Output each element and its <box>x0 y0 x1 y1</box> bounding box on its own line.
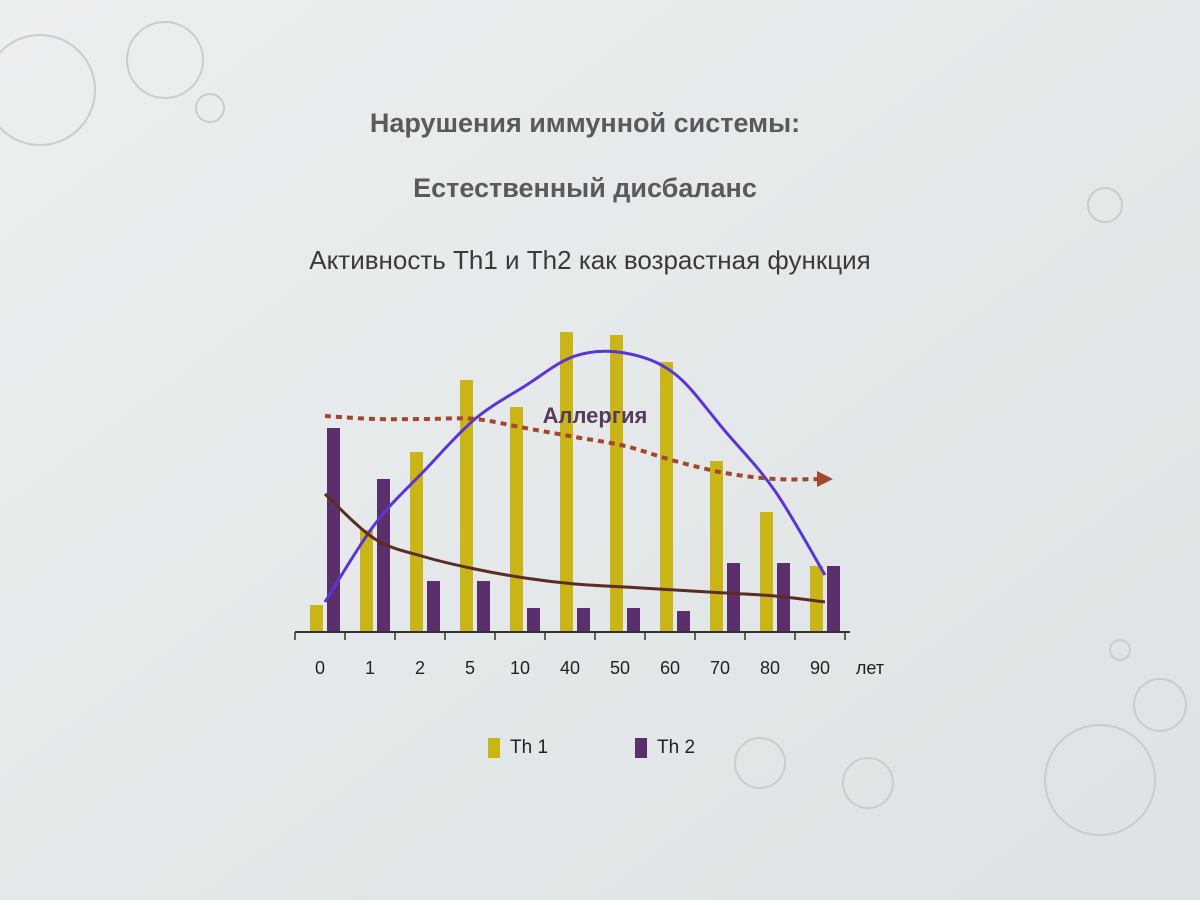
bar <box>577 608 590 632</box>
bar <box>660 362 673 632</box>
x-tick-label: 5 <box>465 658 475 678</box>
bar <box>427 581 440 632</box>
x-tick-label: 0 <box>315 658 325 678</box>
bar <box>510 407 523 632</box>
x-tick-label: 2 <box>415 658 425 678</box>
subtitle: Естественный дисбаланс <box>413 173 757 203</box>
curve <box>323 492 826 604</box>
bar <box>610 335 623 632</box>
decor-bubbles <box>0 21 1187 836</box>
bar <box>810 566 823 632</box>
bar <box>377 479 390 632</box>
x-unit: лет <box>856 658 884 678</box>
bar <box>760 512 773 632</box>
bar <box>410 452 423 632</box>
x-tick-label: 1 <box>365 658 375 678</box>
bar <box>827 566 840 632</box>
trend-line <box>324 414 833 488</box>
x-tick-label: 60 <box>660 658 680 678</box>
curve <box>323 349 827 603</box>
x-tick-label: 10 <box>510 658 530 678</box>
bar <box>477 581 490 632</box>
caption: Активность Th1 и Th2 как возрастная функ… <box>309 245 870 275</box>
legend-label: Th 1 <box>510 737 548 758</box>
title: Нарушения иммунной системы: <box>370 108 800 138</box>
legend-label: Th 2 <box>657 737 695 758</box>
x-tick-label: 40 <box>560 658 580 678</box>
bar <box>710 461 723 632</box>
x-tick-label: 90 <box>810 658 830 678</box>
plot: Аллергия 0 1 2 5 10 40 50 60 70 80 90 лет Th 1 Th 2 <box>294 332 884 758</box>
bar <box>360 530 373 632</box>
legend-swatch <box>488 738 500 758</box>
bar <box>327 428 340 632</box>
trend-label: Аллергия <box>543 403 648 428</box>
x-tick-label: 70 <box>710 658 730 678</box>
bar <box>310 605 323 632</box>
bar <box>627 608 640 632</box>
bar <box>527 608 540 632</box>
x-tick-label: 80 <box>760 658 780 678</box>
bar <box>560 332 573 632</box>
x-tick-label: 50 <box>610 658 630 678</box>
legend-swatch <box>635 738 647 758</box>
bar <box>677 611 690 632</box>
bar <box>727 563 740 632</box>
